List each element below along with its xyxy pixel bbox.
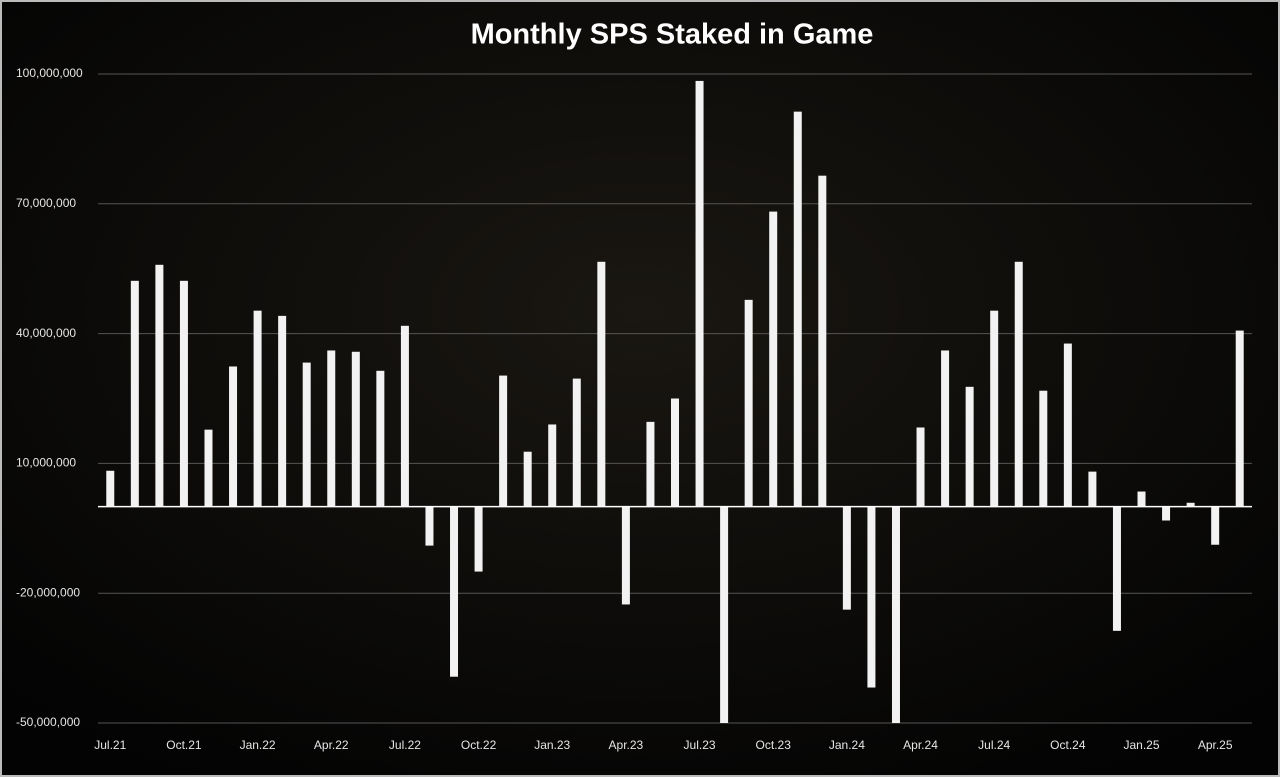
- bar: [818, 175, 827, 507]
- bar: [646, 421, 655, 507]
- bar: [891, 506, 900, 723]
- bar: [278, 315, 287, 507]
- chart-title: Monthly SPS Staked in Game: [471, 19, 874, 51]
- bar: [425, 506, 434, 546]
- x-tick-label: Oct.22: [461, 738, 497, 752]
- bar: [744, 299, 753, 507]
- bar: [916, 427, 925, 507]
- x-tick-label: Jan.24: [829, 738, 865, 752]
- x-tick-label: Apr.23: [609, 738, 644, 752]
- y-tick-label: 100,000,000: [16, 66, 83, 80]
- bar: [597, 261, 606, 507]
- x-tick-label: Jul.22: [389, 738, 421, 752]
- bar: [253, 310, 262, 507]
- bar: [155, 264, 164, 507]
- x-tick-label: Apr.24: [903, 738, 938, 752]
- x-tick-label: Oct.23: [756, 738, 792, 752]
- bar: [695, 80, 704, 507]
- bar: [720, 506, 729, 723]
- bar: [1186, 502, 1195, 507]
- y-tick-label: 40,000,000: [16, 326, 76, 340]
- bar: [229, 366, 238, 507]
- x-tick-label: Jan.23: [534, 738, 570, 752]
- bar: [990, 310, 999, 507]
- bar: [941, 350, 950, 507]
- x-tick-label: Apr.22: [314, 738, 349, 752]
- x-tick-label: Oct.24: [1050, 738, 1086, 752]
- bar: [1112, 506, 1121, 631]
- bar: [376, 370, 385, 507]
- bar: [548, 424, 557, 507]
- bar: [351, 351, 360, 507]
- x-tick-label: Jul.21: [94, 738, 126, 752]
- y-tick-label: -50,000,000: [16, 715, 80, 729]
- bar: [867, 506, 876, 688]
- bar: [572, 378, 581, 507]
- bar: [106, 470, 115, 507]
- bar: [1088, 471, 1097, 507]
- bar: [450, 506, 459, 677]
- bar: [327, 350, 336, 507]
- bar: [179, 280, 188, 507]
- bar: [523, 451, 532, 507]
- bar: [1063, 343, 1072, 507]
- x-tick-label: Apr.25: [1198, 738, 1233, 752]
- y-tick-label: 10,000,000: [16, 456, 76, 470]
- bar: [400, 325, 409, 507]
- bar: [1039, 390, 1048, 507]
- bar: [1235, 330, 1244, 507]
- bar: [965, 386, 974, 507]
- bar: [793, 111, 802, 507]
- x-tick-label: Jul.24: [978, 738, 1010, 752]
- bar: [621, 506, 630, 605]
- bar: [302, 362, 311, 507]
- bar: [499, 375, 508, 507]
- bar: [474, 506, 483, 572]
- y-tick-label: 70,000,000: [16, 196, 76, 210]
- bar: [130, 280, 139, 507]
- bar: [671, 398, 679, 507]
- bar: [204, 429, 213, 507]
- y-tick-label: -20,000,000: [16, 585, 80, 599]
- bar: [1211, 506, 1220, 545]
- bar: [1137, 491, 1146, 507]
- x-tick-label: Oct.21: [166, 738, 202, 752]
- x-tick-label: Jan.22: [240, 738, 276, 752]
- x-tick-label: Jan.25: [1123, 738, 1159, 752]
- bar: [769, 211, 778, 507]
- bar: [1014, 261, 1023, 507]
- bar: [1162, 506, 1171, 521]
- bar: [842, 506, 851, 610]
- x-tick-label: Jul.23: [684, 738, 716, 752]
